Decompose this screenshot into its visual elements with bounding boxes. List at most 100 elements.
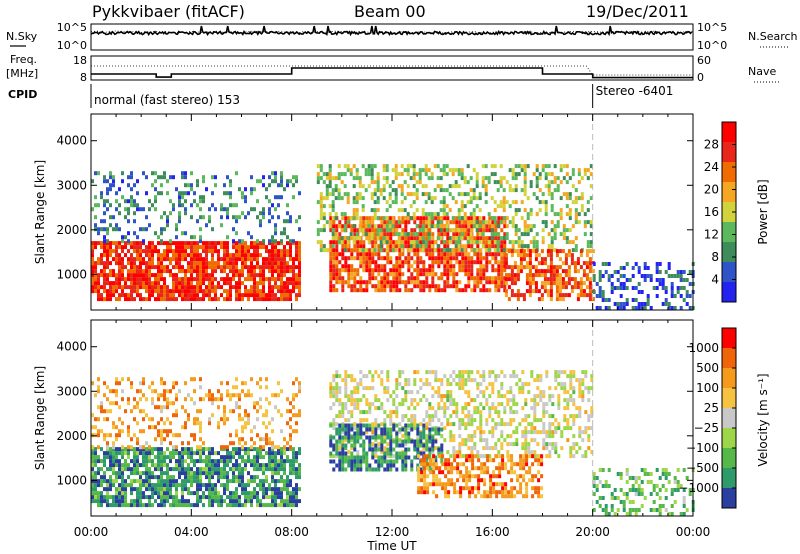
heatmap-cell bbox=[109, 183, 112, 188]
heatmap-cell bbox=[463, 204, 467, 209]
heatmap-cell bbox=[181, 491, 184, 496]
heatmap-cell bbox=[130, 381, 133, 386]
heatmap-cell bbox=[407, 390, 411, 395]
heatmap-cell bbox=[507, 297, 511, 302]
heatmap-cell bbox=[268, 289, 271, 294]
heatmap-cell bbox=[421, 224, 425, 229]
heatmap-cell bbox=[175, 223, 178, 228]
heatmap-cell bbox=[604, 298, 608, 302]
heatmap-cell bbox=[262, 483, 265, 488]
heatmap-cell bbox=[528, 261, 532, 266]
heatmap-cell bbox=[490, 164, 494, 169]
heatmap-cell bbox=[352, 212, 356, 217]
heatmap-cell bbox=[91, 425, 94, 430]
heatmap-cell bbox=[160, 285, 163, 290]
heatmap-cell bbox=[513, 261, 517, 266]
heatmap-cell bbox=[425, 272, 429, 277]
heatmap-cell bbox=[94, 447, 97, 452]
heatmap-cell bbox=[169, 211, 172, 216]
heatmap-cell bbox=[541, 200, 545, 205]
heatmap-cell bbox=[588, 289, 592, 294]
heatmap-cell bbox=[157, 429, 160, 434]
heatmap-cell bbox=[437, 256, 441, 261]
nsky-frame bbox=[90, 23, 694, 51]
heatmap-cell bbox=[181, 463, 184, 468]
heatmap-cell bbox=[106, 207, 109, 212]
heatmap-cell bbox=[428, 240, 432, 245]
heatmap-cell bbox=[238, 277, 241, 282]
heatmap-cell bbox=[271, 253, 274, 258]
heatmap-cell bbox=[353, 378, 357, 383]
heatmap-cell bbox=[582, 269, 586, 274]
heatmap-cell bbox=[335, 394, 339, 399]
heatmap-cell bbox=[142, 451, 145, 456]
heatmap-cell bbox=[511, 168, 515, 173]
heatmap-cell bbox=[458, 426, 462, 431]
heatmap-cell bbox=[130, 195, 133, 200]
heatmap-cell bbox=[401, 370, 405, 375]
heatmap-cell bbox=[178, 389, 181, 394]
heatmap-cell bbox=[184, 253, 187, 258]
heatmap-cell bbox=[368, 280, 372, 285]
heatmap-cell bbox=[457, 208, 461, 213]
heatmap-cell bbox=[289, 459, 292, 464]
heatmap-cell bbox=[564, 261, 568, 266]
heatmap-cell bbox=[485, 228, 489, 233]
heatmap-cell bbox=[547, 232, 551, 237]
heatmap-cell bbox=[329, 406, 333, 411]
heatmap-cell bbox=[358, 248, 362, 253]
heatmap-cell bbox=[133, 281, 136, 286]
heatmap-cell bbox=[347, 374, 351, 379]
heatmap-cell bbox=[371, 244, 375, 249]
heatmap-cell bbox=[523, 184, 527, 189]
heatmap-cell bbox=[469, 232, 473, 237]
heatmap-cell bbox=[106, 455, 109, 460]
heatmap-cell bbox=[91, 285, 94, 290]
heatmap-cell bbox=[564, 293, 568, 298]
heatmap-cell bbox=[223, 297, 226, 302]
heatmap-cell bbox=[196, 491, 199, 496]
heatmap-cell bbox=[115, 401, 118, 406]
heatmap-cell bbox=[595, 294, 599, 298]
heatmap-cell bbox=[229, 269, 232, 274]
heatmap-cell bbox=[136, 389, 139, 394]
heatmap-cell bbox=[470, 422, 474, 427]
heatmap-cell bbox=[163, 265, 166, 270]
heatmap-cell bbox=[352, 164, 356, 169]
heatmap-cell bbox=[280, 475, 283, 480]
heatmap-cell bbox=[175, 397, 178, 402]
heatmap-cell bbox=[446, 216, 450, 221]
heatmap-cell bbox=[389, 240, 393, 245]
heatmap-cell bbox=[577, 212, 581, 217]
heatmap-cell bbox=[516, 265, 520, 270]
heatmap-cell bbox=[292, 261, 295, 266]
heatmap-cell bbox=[268, 455, 271, 460]
heatmap-cell bbox=[564, 269, 568, 274]
heatmap-cell bbox=[94, 491, 97, 496]
heatmap-cell bbox=[292, 487, 295, 492]
heatmap-cell bbox=[181, 203, 184, 208]
heatmap-cell bbox=[157, 491, 160, 496]
heatmap-cell bbox=[643, 278, 647, 282]
heatmap-cell bbox=[196, 253, 199, 258]
heatmap-cell bbox=[415, 188, 419, 193]
heatmap-cell bbox=[476, 410, 480, 415]
heatmap-cell bbox=[229, 409, 232, 414]
heatmap-cell bbox=[124, 495, 127, 500]
heatmap-cell bbox=[488, 394, 492, 399]
heatmap-cell bbox=[100, 241, 103, 246]
heatmap-cell bbox=[178, 269, 181, 274]
heatmap-cell bbox=[163, 289, 166, 294]
heatmap-cell bbox=[274, 503, 277, 508]
heatmap-cell bbox=[127, 377, 130, 382]
heatmap-cell bbox=[250, 445, 253, 450]
heatmap-cell bbox=[356, 386, 360, 391]
heatmap-cell bbox=[232, 269, 235, 274]
heatmap-cell bbox=[350, 256, 354, 261]
heatmap-cell bbox=[392, 280, 396, 285]
heatmap-cell bbox=[358, 192, 362, 197]
heatmap-cell bbox=[232, 285, 235, 290]
heatmap-cell bbox=[118, 475, 121, 480]
heatmap-cell bbox=[199, 257, 202, 262]
heatmap-cell bbox=[442, 196, 446, 201]
